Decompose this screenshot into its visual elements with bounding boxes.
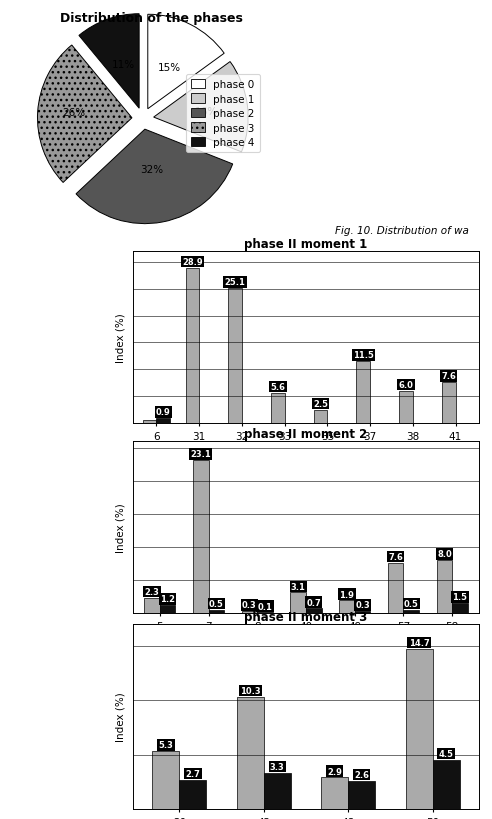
Wedge shape [154,62,248,152]
Title: phase II moment 3: phase II moment 3 [245,610,368,623]
Text: 7.6: 7.6 [388,552,403,561]
Bar [264,773,291,809]
Legend: phase 0, phase 1, phase 2, phase 3, phase 4: phase 0, phase 1, phase 2, phase 3, phas… [186,75,260,153]
Text: 0.5: 0.5 [209,600,224,609]
Bar [271,393,285,423]
Bar [153,751,180,809]
Text: 3.3: 3.3 [270,762,285,771]
Text: 0.3: 0.3 [242,600,257,609]
Bar [290,593,306,613]
Text: 2.9: 2.9 [327,767,342,776]
Bar [321,777,348,809]
Text: Fig. 10. Distribution of wa: Fig. 10. Distribution of wa [335,226,468,236]
Bar [143,421,156,423]
Wedge shape [79,15,139,109]
Legend: (+) balance, (-) balance: (+) balance, (-) balance [218,462,394,480]
Text: 0.9: 0.9 [156,408,171,417]
Bar [436,560,452,613]
Text: 28.9: 28.9 [182,258,203,267]
Text: 14.7: 14.7 [409,638,430,647]
Text: 1.5: 1.5 [453,593,467,602]
Bar [156,419,170,423]
Text: 6.0: 6.0 [399,381,413,390]
Bar [403,610,419,613]
Bar [432,760,460,809]
Text: 2.7: 2.7 [185,769,200,778]
Bar [355,611,370,613]
Title: phase II moment 1: phase II moment 1 [245,238,368,251]
Y-axis label: Index (%): Index (%) [115,313,125,363]
Text: 10.3: 10.3 [240,686,261,695]
Text: 2.5: 2.5 [313,400,328,409]
Text: 16%: 16% [194,106,217,116]
Text: 0.1: 0.1 [258,602,273,611]
Bar [160,605,175,613]
Bar [314,410,327,423]
Text: 0.7: 0.7 [307,598,321,607]
Bar [339,600,355,613]
Text: 25.1: 25.1 [225,278,246,287]
Text: 11%: 11% [111,60,134,70]
Text: 4.5: 4.5 [438,749,454,758]
Bar [405,649,432,809]
Bar [193,460,209,613]
Text: 2.3: 2.3 [145,587,159,596]
Text: 5.3: 5.3 [158,740,173,749]
Text: 5.6: 5.6 [270,382,285,391]
Bar [356,362,370,423]
Wedge shape [76,130,233,224]
Text: 0.3: 0.3 [355,600,370,609]
Y-axis label: Index (%): Index (%) [115,503,125,552]
Text: Distribution of the phases: Distribution of the phases [60,11,243,25]
Bar [180,780,207,809]
Text: 7.6: 7.6 [441,372,456,381]
Bar [237,697,264,809]
Wedge shape [37,46,132,183]
Text: 1.2: 1.2 [160,595,175,604]
Text: 11.5: 11.5 [353,351,374,360]
Text: 3.1: 3.1 [291,582,306,591]
Bar [348,781,375,809]
Bar [442,382,456,423]
Bar [306,609,322,613]
Text: 2.6: 2.6 [354,770,369,779]
Bar [452,604,468,613]
Y-axis label: Index (%): Index (%) [115,692,125,741]
Text: 32%: 32% [140,165,163,174]
Text: 15%: 15% [157,62,181,73]
Text: 1.9: 1.9 [339,590,354,599]
Wedge shape [148,16,224,110]
Bar [209,610,224,613]
Bar [388,563,403,613]
Bar [242,611,257,613]
Text: 23.1: 23.1 [190,450,211,459]
Bar [228,289,242,423]
Title: phase II moment 2: phase II moment 2 [245,428,368,441]
Legend: (+) balance, (-) balance: (+) balance, (-) balance [218,652,394,670]
Text: 26%: 26% [62,108,86,118]
Bar [399,391,413,423]
Text: 8.0: 8.0 [437,550,452,559]
Bar [144,598,160,613]
Text: 0.5: 0.5 [404,600,419,609]
Bar [185,269,199,423]
